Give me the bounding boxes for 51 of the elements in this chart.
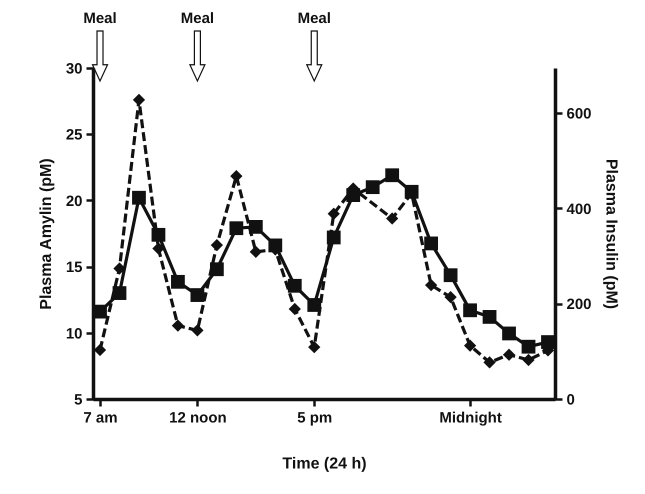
point (328, 208, 340, 220)
y-tick-label: 15 (66, 259, 82, 276)
x-axis-title: Time (24 h) (282, 456, 367, 472)
point (288, 278, 302, 293)
text: Meal (83, 10, 117, 27)
x-tick-label: 12 noon (169, 410, 227, 426)
point (483, 356, 496, 368)
y2-tick-label: 0 (566, 392, 575, 408)
point (366, 180, 380, 194)
point (210, 239, 223, 252)
y-axis-title: Plasma Amylin (pM) (38, 158, 55, 310)
y-tick-label: 10 (66, 325, 82, 342)
point (385, 168, 400, 182)
point (132, 190, 146, 205)
point (522, 340, 536, 354)
point (112, 286, 126, 300)
x-tick-label: Midnight (439, 410, 502, 426)
y2-tick-label: 600 (566, 106, 592, 123)
point (93, 304, 107, 319)
point (502, 326, 516, 340)
text: Meal (298, 10, 331, 27)
point (172, 320, 184, 332)
text: Meal (180, 10, 214, 27)
y-tick-label: 20 (66, 192, 82, 210)
y2-tick-label: 200 (566, 296, 592, 314)
point (425, 279, 438, 292)
point (463, 303, 477, 318)
point (288, 302, 301, 316)
point (444, 268, 458, 282)
point (424, 236, 438, 250)
point (386, 212, 398, 225)
point (482, 310, 496, 324)
y2-tick-label: 400 (566, 200, 592, 218)
y-tick-label: 5 (74, 392, 82, 408)
point (522, 354, 535, 366)
y-tick-label: 30 (66, 60, 82, 78)
point (250, 246, 262, 258)
point (171, 274, 185, 289)
point (132, 94, 146, 106)
point (191, 324, 204, 337)
y-tick-label: 25 (66, 126, 82, 144)
point (502, 348, 516, 361)
x-tick-label: 7 am (83, 410, 118, 426)
point (464, 340, 476, 352)
point (229, 221, 244, 236)
point (308, 340, 320, 354)
point (444, 290, 457, 304)
point (190, 288, 204, 302)
y2-axis-title: Plasma Insulin (pM) (602, 158, 620, 310)
x-tick-label: 5 pm (297, 410, 332, 426)
point (94, 344, 106, 356)
